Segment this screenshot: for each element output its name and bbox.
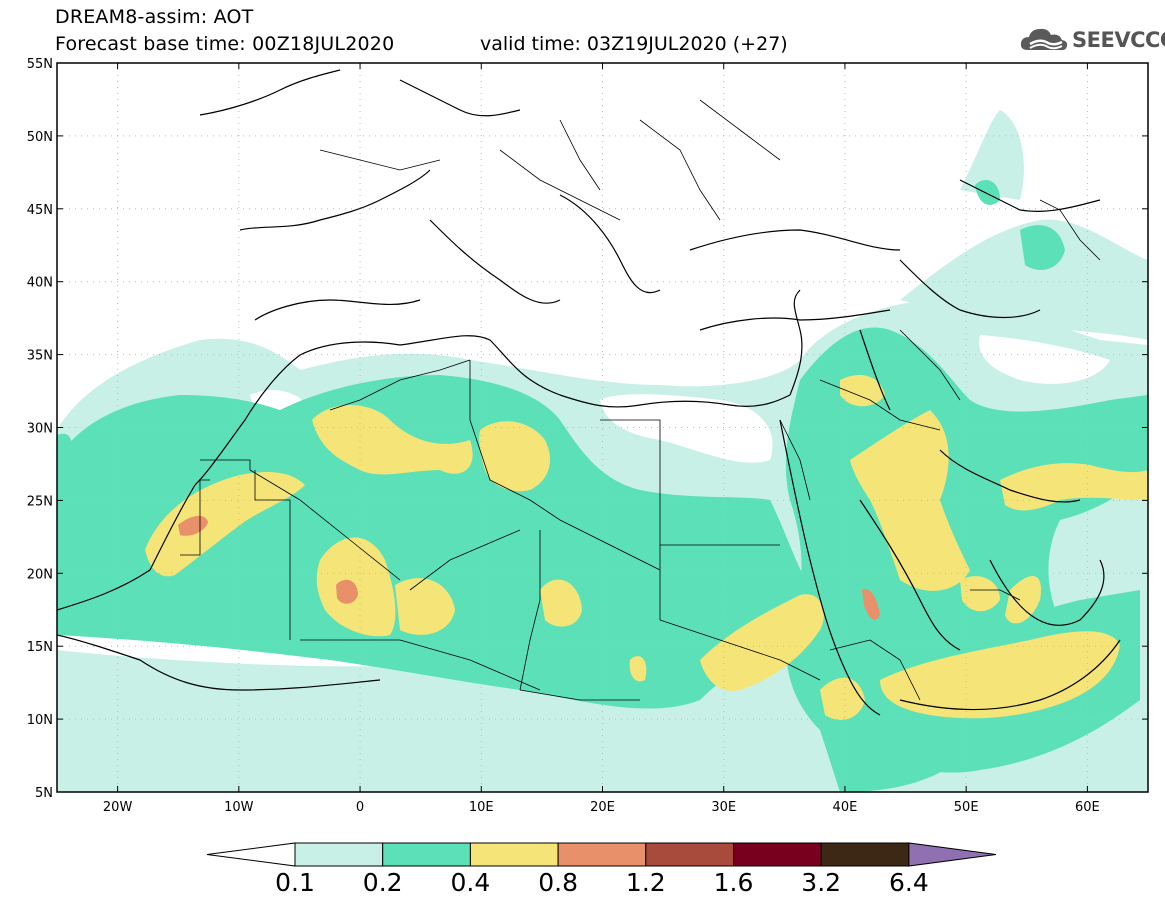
colorbar-over-arrow — [908, 842, 997, 867]
colorbar-segment — [820, 842, 910, 867]
colorbar-label: 6.4 — [889, 868, 929, 897]
colorbar-label: 3.2 — [801, 868, 842, 897]
lat-label: 30N — [27, 422, 53, 437]
aot-level-0.4 — [145, 375, 1148, 720]
colorbar-label: 0.8 — [538, 868, 578, 897]
lat-label: 10N — [27, 713, 53, 728]
colorbar-label: 1.6 — [713, 868, 754, 897]
latitude-labels: 55N 50N 45N 40N 35N 30N 25N 20N 15N 10N 5N — [27, 57, 1148, 801]
lat-label: 5N — [35, 786, 53, 801]
lat-label: 35N — [27, 349, 53, 364]
lon-label: 20W — [103, 800, 133, 815]
lat-label: 15N — [27, 640, 53, 655]
lat-label: 40N — [27, 276, 53, 291]
colorbar-segment — [294, 842, 384, 867]
colorbar-label: 0.2 — [362, 868, 403, 897]
lon-label: 30E — [711, 800, 736, 815]
lon-label: 10W — [224, 800, 254, 815]
aot-level-0.8 — [178, 515, 880, 620]
colorbar-label: 0.4 — [450, 868, 491, 897]
colorbar-label: 0.1 — [275, 868, 315, 897]
valid-time: valid time: 03Z19JUL2020 (+27) — [480, 33, 788, 55]
colorbar-label: 1.2 — [625, 868, 666, 897]
colorbar-under-arrow — [206, 842, 296, 867]
lon-label: 60E — [1075, 800, 1100, 815]
longitude-labels: 20W 10W 0 10E 20E 30E 40E 50E 60E — [103, 63, 1100, 815]
colorbar — [206, 842, 997, 867]
lon-label: 50E — [954, 800, 979, 815]
logo-text: SEEVCCC — [1072, 28, 1165, 52]
colorbar-segment — [382, 842, 471, 867]
lat-label: 55N — [27, 57, 53, 72]
country-borders — [180, 99, 1101, 701]
seevccc-logo: SEEVCCC — [1018, 22, 1165, 58]
coastlines — [57, 69, 1121, 716]
lat-label: 20N — [27, 567, 53, 582]
colorbar-segment — [645, 842, 734, 867]
lon-label: 0 — [356, 800, 364, 815]
forecast-base-time: Forecast base time: 00Z18JUL2020 — [55, 33, 395, 55]
lon-label: 40E — [833, 800, 858, 815]
aot-field — [57, 110, 1148, 792]
lon-label: 10E — [469, 800, 494, 815]
colorbar-segment — [733, 842, 822, 867]
lat-label: 25N — [27, 494, 53, 509]
lat-label: 50N — [27, 130, 53, 145]
chart-title: DREAM8-assim: AOT — [55, 6, 254, 28]
lat-label: 45N — [27, 203, 53, 218]
cloud-icon — [1020, 28, 1068, 51]
colorbar-segment — [469, 842, 559, 867]
lon-label: 20E — [590, 800, 615, 815]
colorbar-segment — [557, 842, 647, 867]
